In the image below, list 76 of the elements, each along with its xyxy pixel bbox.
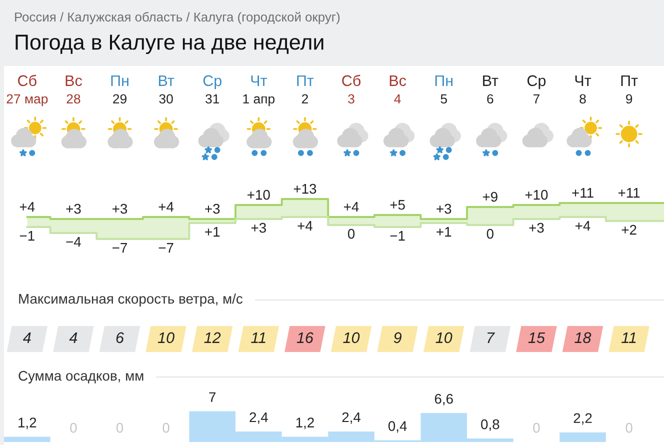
x-tick-label: Вс 4 (390, 75, 406, 104)
data-label: −7 (158, 243, 174, 253)
data-label: 0 (626, 422, 632, 433)
data-label: 1,2 (296, 418, 314, 430)
chart-title: Сумма осадков, мм (18, 370, 144, 384)
data-label: +1 (205, 227, 220, 237)
data-label: +3 (436, 204, 452, 214)
x-tick-label: Вт 6 (483, 75, 498, 104)
bar (4, 436, 50, 442)
data-label: 6,6 (434, 394, 453, 406)
data-label: 0 (116, 422, 124, 433)
text: Максимальная скорость ветра, м/с (19, 294, 243, 306)
data-label: −7 (112, 243, 127, 253)
text: 4 (69, 332, 78, 343)
data-label: +4 (344, 202, 359, 212)
data-label: 0,4 (388, 421, 407, 433)
x-tick-label: Вт 30 (158, 75, 174, 104)
text: 7 (487, 332, 495, 343)
x-tick-label: Пн 5 (435, 75, 452, 104)
text: 10 (436, 332, 452, 344)
text: Россия / Калужская область / Калуга (городской округ) (15, 12, 340, 24)
data-label: 2,2 (574, 413, 592, 425)
data-label: 0 (486, 228, 494, 239)
x-tick-label: Пн 29 (111, 75, 128, 104)
x-tick-label: Ср 31 (203, 75, 222, 104)
text: 16 (296, 332, 314, 344)
data-label: +11 (572, 188, 594, 198)
text: 11 (622, 332, 636, 343)
x-tick-label: Ср 7 (527, 75, 546, 104)
data-label: −4 (66, 237, 81, 247)
data-label: +13 (294, 184, 316, 194)
text: 18 (574, 332, 592, 344)
data-label: 0 (533, 422, 540, 433)
data-label: +4 (576, 221, 590, 231)
data-label: +1 (436, 227, 452, 237)
data-label: +3 (529, 222, 544, 233)
chart-title: Погода в Калуге на две недели (16, 34, 324, 54)
data-label: +2 (622, 224, 636, 235)
data-label: 2,4 (342, 412, 360, 424)
text: 15 (528, 332, 545, 344)
data-label: 2,4 (250, 412, 268, 424)
x-tick-label: Вс 28 (66, 75, 82, 104)
text: 6 (116, 332, 124, 344)
data-label: +9 (482, 192, 498, 202)
data-label: −1 (390, 231, 405, 241)
text: 4 (23, 332, 31, 343)
data-label: +11 (618, 188, 640, 198)
x-tick-label: Пт 2 (297, 75, 314, 104)
text: 11 (251, 332, 266, 343)
data-label: +3 (205, 204, 220, 214)
data-label: +10 (525, 190, 548, 200)
text: 12 (204, 332, 221, 343)
data-label: +3 (66, 204, 81, 214)
data-label: 0,8 (481, 419, 500, 431)
data-label: +3 (112, 204, 128, 214)
data-label: +10 (248, 190, 270, 200)
data-label: 0 (70, 422, 77, 433)
data-label: +3 (251, 222, 266, 233)
data-label: −1 (20, 231, 34, 241)
data-label: +4 (298, 221, 312, 231)
bar (560, 432, 606, 442)
x-tick-label: Чт 1 апр (243, 75, 275, 106)
data-label: +5 (390, 200, 405, 210)
text: 10 (343, 332, 360, 344)
x-tick-label: Пт 9 (621, 75, 638, 104)
data-label: 0 (162, 422, 170, 433)
data-label: 1,2 (18, 418, 36, 430)
data-label: 0 (348, 228, 355, 239)
x-tick-label: Чт 8 (575, 75, 592, 104)
data-label: 7 (209, 392, 216, 402)
text: 9 (394, 332, 402, 344)
data-label: +4 (20, 202, 35, 212)
data-label: +4 (158, 202, 174, 212)
text: 10 (158, 332, 174, 344)
x-tick-label: Сб 27 мар (6, 74, 48, 106)
x-tick-label: Сб 3 (342, 74, 360, 104)
